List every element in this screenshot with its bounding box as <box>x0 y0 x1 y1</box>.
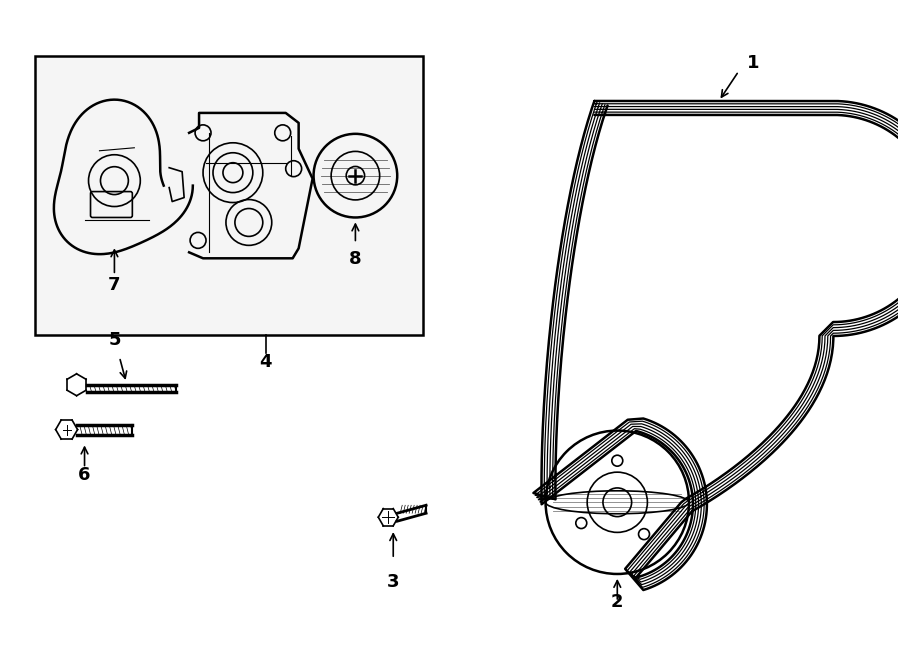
Text: 1: 1 <box>747 54 760 72</box>
Text: 2: 2 <box>611 593 624 611</box>
Bar <box>35 56 423 335</box>
Text: 4: 4 <box>259 353 272 371</box>
Text: 8: 8 <box>349 251 362 268</box>
Text: 7: 7 <box>108 276 121 294</box>
Text: 3: 3 <box>387 573 400 591</box>
Text: 5: 5 <box>108 331 121 349</box>
Text: 6: 6 <box>78 467 91 485</box>
